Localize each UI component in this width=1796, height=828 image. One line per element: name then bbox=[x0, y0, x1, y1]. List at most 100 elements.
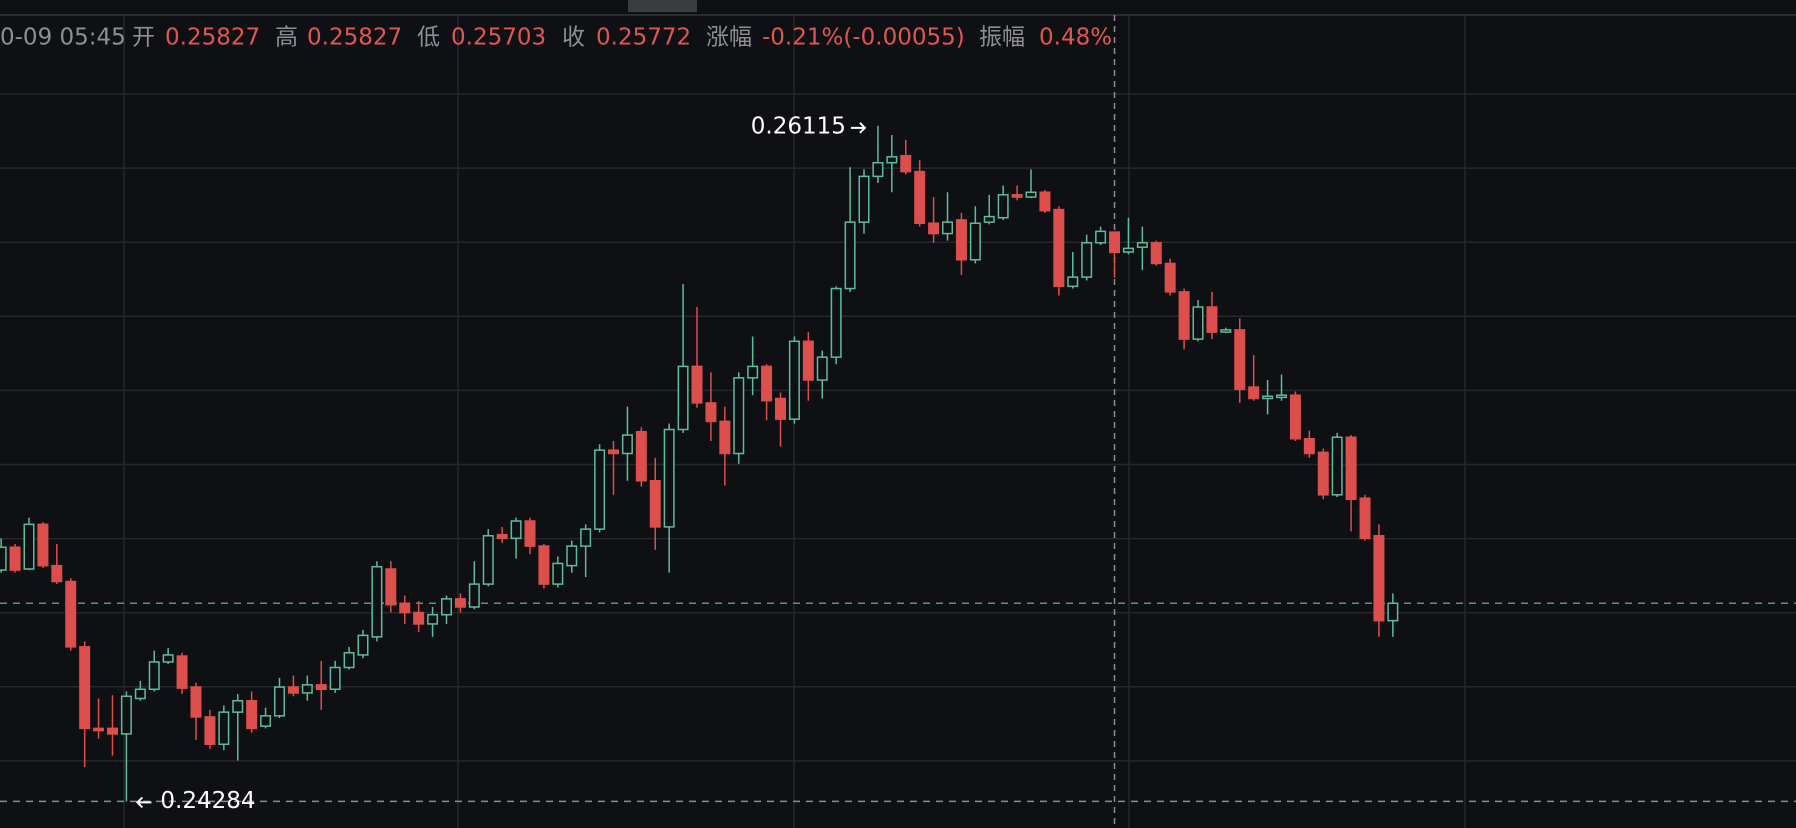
candle-body bbox=[287, 686, 299, 694]
candle-body bbox=[1248, 386, 1260, 400]
candle-body bbox=[218, 711, 230, 745]
low-annotation: 0.24284 bbox=[160, 788, 255, 814]
candle-body bbox=[190, 686, 202, 718]
candle-body bbox=[315, 684, 327, 691]
candle-body bbox=[496, 533, 508, 540]
candle-body bbox=[886, 156, 898, 164]
candle-body bbox=[1039, 191, 1051, 212]
candle-body bbox=[802, 340, 814, 381]
drag-tab[interactable] bbox=[628, 0, 697, 12]
candle-body bbox=[343, 651, 355, 669]
candle-body bbox=[607, 449, 619, 455]
candle-body bbox=[1387, 602, 1399, 622]
candle-body bbox=[733, 377, 745, 455]
candle-body bbox=[357, 634, 369, 656]
candle-body bbox=[120, 695, 132, 735]
candle-body bbox=[552, 562, 564, 585]
field-value: 0.25703 bbox=[451, 25, 546, 51]
field-label: 振幅 bbox=[979, 25, 1025, 51]
candle-body bbox=[454, 598, 466, 608]
candle-body bbox=[176, 655, 188, 689]
candle-body bbox=[955, 219, 967, 261]
candle-body bbox=[566, 545, 578, 567]
candle-body bbox=[37, 523, 49, 567]
candle-body bbox=[635, 430, 647, 482]
candle-body bbox=[1234, 329, 1246, 391]
candle-body bbox=[705, 402, 717, 423]
candle-body bbox=[900, 154, 912, 173]
field-label: 收 bbox=[562, 25, 585, 51]
candle-body bbox=[1011, 194, 1023, 198]
candle-body bbox=[1220, 329, 1232, 333]
candle-body bbox=[162, 654, 174, 663]
candle-body bbox=[1150, 242, 1162, 265]
candle-body bbox=[1303, 437, 1315, 455]
candle-body bbox=[1164, 262, 1176, 293]
grid bbox=[0, 15, 1796, 828]
candle-body bbox=[510, 520, 522, 540]
candle-body bbox=[1109, 231, 1121, 254]
field-label: 高 bbox=[275, 25, 298, 51]
candle-body bbox=[747, 365, 759, 379]
header: 0-09 05:45 开 0.25827 高 0.25827 低 0.25703… bbox=[0, 25, 1112, 51]
candle-body bbox=[1359, 497, 1371, 540]
candle-body bbox=[1331, 436, 1343, 496]
candle-body bbox=[371, 566, 383, 638]
candle-body bbox=[260, 715, 272, 727]
candle-body bbox=[0, 546, 7, 571]
candle-body bbox=[844, 221, 856, 290]
field-value: -0.21%(-0.00055) bbox=[762, 25, 965, 51]
candle-body bbox=[1192, 306, 1204, 340]
candle-body bbox=[1067, 276, 1079, 288]
candle-body bbox=[468, 583, 480, 608]
candle-body bbox=[761, 365, 773, 402]
candle-body bbox=[440, 598, 452, 616]
field-label: 涨幅 bbox=[706, 25, 752, 51]
high-annotation: 0.26115 bbox=[751, 113, 846, 139]
candle-body bbox=[106, 727, 118, 735]
crosshair-time: 0-09 05:45 bbox=[0, 25, 126, 51]
field-value: 0.25772 bbox=[596, 25, 691, 51]
candle-body bbox=[329, 666, 341, 691]
candle-body bbox=[942, 221, 954, 235]
candle-body bbox=[9, 546, 21, 571]
candle-body bbox=[134, 688, 146, 700]
candle-body bbox=[830, 287, 842, 358]
candle-body bbox=[148, 661, 160, 691]
candle-body bbox=[93, 727, 105, 732]
candle-body bbox=[677, 365, 689, 431]
candle-body bbox=[204, 716, 216, 745]
candle-body bbox=[1206, 306, 1218, 333]
field-value: 0.48% bbox=[1039, 25, 1112, 51]
candle-body bbox=[385, 568, 397, 606]
candle-body bbox=[621, 434, 633, 455]
candle-body bbox=[23, 523, 35, 570]
candle-body bbox=[816, 356, 828, 381]
candle-body bbox=[1317, 451, 1329, 496]
field-label: 低 bbox=[417, 25, 440, 51]
candle-body bbox=[775, 397, 787, 420]
candle-body bbox=[1136, 242, 1148, 248]
candle-body bbox=[719, 420, 731, 455]
candle-body bbox=[1122, 247, 1134, 253]
candles: 0.26115 0.24284 bbox=[0, 15, 1796, 828]
candle-body bbox=[858, 175, 870, 223]
candle-body bbox=[1095, 230, 1107, 244]
candle-body bbox=[301, 684, 313, 694]
candle-body bbox=[246, 699, 258, 730]
candle-body bbox=[1025, 191, 1037, 198]
candle-body bbox=[983, 215, 995, 223]
candle-body bbox=[663, 428, 675, 528]
arrow bbox=[135, 796, 152, 809]
candle-body bbox=[914, 170, 926, 224]
candle-body bbox=[1289, 394, 1301, 440]
arrow bbox=[850, 122, 867, 134]
candle-body bbox=[1276, 394, 1288, 399]
field-value: 0.25827 bbox=[307, 25, 402, 51]
candle-body bbox=[1053, 208, 1065, 288]
candle-body bbox=[969, 222, 981, 261]
candle-body bbox=[691, 365, 703, 404]
candle-body bbox=[1081, 242, 1093, 278]
